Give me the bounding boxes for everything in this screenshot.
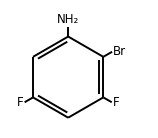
- Text: F: F: [112, 96, 119, 109]
- Text: Br: Br: [113, 45, 126, 58]
- Text: NH₂: NH₂: [57, 13, 79, 26]
- Text: F: F: [17, 96, 24, 109]
